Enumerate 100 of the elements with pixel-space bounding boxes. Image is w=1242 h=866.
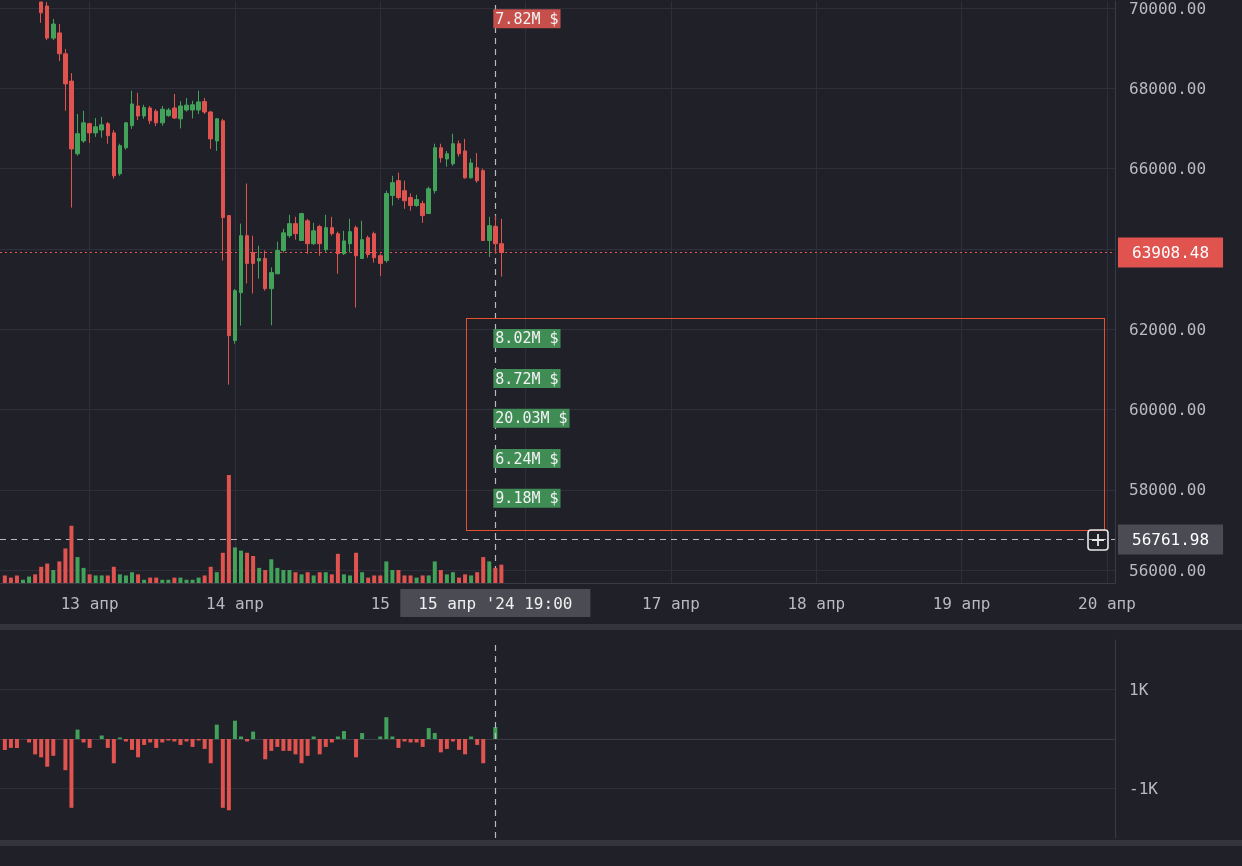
bar [2,575,7,583]
bar [317,739,322,755]
annotation: 8.02M $ [495,329,559,348]
candlestick [487,216,492,258]
annotation: 6.24M $ [495,449,559,468]
x-tick-label: 13 апр [60,593,119,613]
bar [178,739,183,745]
bar [69,739,74,808]
candlestick [130,90,134,130]
bar [305,572,310,583]
bar [263,570,268,583]
bar [450,572,455,583]
bar [51,570,56,583]
bar [136,574,141,583]
bar [396,570,401,583]
candlestick [112,129,116,180]
bar [432,561,437,583]
candlestick [142,104,146,120]
bar [487,561,492,583]
bar [299,739,304,764]
candlestick [299,212,304,242]
bar [348,575,352,583]
bar [154,577,159,583]
candlestick [445,150,449,168]
candlestick [51,18,56,41]
bar [475,739,480,745]
candlestick [439,143,443,164]
bar [14,739,19,748]
bar [493,567,498,583]
bar [432,733,437,739]
bar [293,739,298,755]
y-tick-label: 66000.00 [1129,159,1207,179]
bar [33,574,38,583]
bar [481,557,486,583]
candlestick [172,93,177,120]
x-tick-label: 14 апр [206,593,264,613]
candlestick [420,200,425,224]
bar [214,572,219,583]
bar [208,739,213,764]
bar [414,577,419,583]
bar [8,739,13,748]
bar [257,567,262,583]
candlestick [426,186,431,215]
candlestick [348,218,352,254]
bar [220,552,225,583]
candlestick [330,216,334,237]
bar [130,572,135,583]
bar [341,731,346,739]
candlestick [215,117,219,152]
annotation: 9.18M $ [495,489,559,508]
bar [378,575,383,583]
bar [130,739,135,750]
bar [438,739,443,753]
bar [281,570,286,583]
bar [426,575,431,583]
candlestick [360,220,364,260]
bar [39,566,44,583]
y-tick-label: 62000.00 [1129,319,1207,339]
bar [105,575,110,583]
candlestick [118,143,122,177]
candlestick [457,140,461,158]
bar [317,572,322,583]
bar [196,577,201,583]
bar [354,552,359,583]
bar [341,574,346,583]
bar [166,579,171,583]
bar [426,728,431,739]
bar [372,575,377,583]
bar [457,739,461,750]
candlestick [354,225,358,309]
x-tick-label: 20 апр [1078,593,1136,613]
bar [148,577,153,583]
candlestick [433,143,437,195]
candlestick [342,230,346,256]
bar [39,739,44,758]
bar [354,739,359,758]
y-tick-label: 60000.00 [1129,400,1207,420]
bar [481,739,486,764]
bar [45,563,50,583]
candlestick [239,223,243,327]
bar [360,733,365,739]
y-tick-label: 58000.00 [1129,480,1207,500]
bar [311,575,316,583]
bar [202,739,207,749]
bar [329,574,334,583]
candlestick [475,152,479,184]
bar [27,576,32,583]
annotation: 8.72M $ [495,369,559,388]
bar [45,739,50,767]
bar [75,729,80,739]
bar [269,739,274,751]
bar [81,567,86,583]
bar [214,724,219,739]
bar [172,577,177,583]
candlestick [233,288,237,345]
bar [251,731,256,739]
bar [335,553,340,583]
bar [463,574,468,583]
bar [239,550,243,583]
bar [293,572,298,583]
